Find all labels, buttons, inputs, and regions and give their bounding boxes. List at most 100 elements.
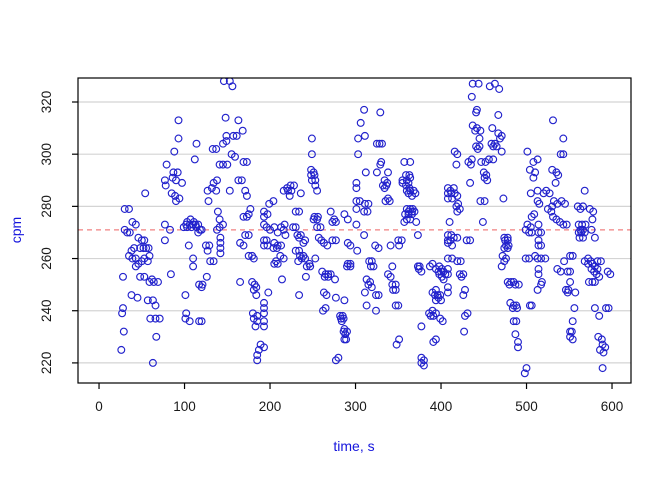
data-point [453, 233, 462, 242]
data-point [360, 231, 369, 240]
data-point [502, 254, 510, 263]
data-point [140, 272, 149, 281]
data-point [118, 309, 127, 318]
data-point [367, 257, 376, 266]
data-point [480, 197, 489, 206]
data-point [260, 309, 268, 318]
data-point [204, 197, 213, 206]
data-point [595, 272, 604, 281]
data-point [413, 231, 422, 240]
data-point [453, 207, 462, 216]
data-point [202, 272, 211, 281]
data-point [216, 233, 225, 242]
data-point [352, 220, 361, 229]
data-point [417, 267, 426, 276]
data-point [363, 207, 372, 216]
data-point [551, 178, 560, 187]
data-point [301, 254, 310, 263]
data-point [317, 236, 326, 245]
data-point [419, 356, 428, 365]
data-point [571, 288, 580, 297]
data-point [346, 259, 355, 268]
data-point [439, 275, 448, 284]
data-point [321, 304, 330, 313]
data-point [549, 116, 557, 125]
data-point [482, 171, 491, 180]
data-point [205, 241, 214, 250]
data-point [209, 257, 218, 266]
data-point [314, 233, 323, 242]
data-point [450, 147, 459, 156]
data-point [474, 79, 483, 88]
data-point [467, 155, 476, 164]
data-point [588, 215, 597, 224]
data-point [561, 199, 569, 208]
data-point [307, 150, 316, 159]
data-point [593, 265, 602, 273]
data-point [410, 207, 419, 216]
data-point [449, 184, 458, 193]
data-point [160, 236, 169, 245]
y-tick-label: 260 [39, 247, 54, 270]
data-point [353, 246, 362, 255]
data-point [578, 220, 587, 229]
data-point [331, 356, 340, 365]
data-point [277, 241, 286, 250]
data-point [173, 168, 182, 177]
data-point [443, 265, 452, 273]
data-point [566, 251, 575, 260]
data-point [192, 139, 201, 148]
data-point [141, 189, 150, 198]
data-point [380, 176, 389, 185]
data-point [497, 147, 506, 156]
data-point [238, 126, 247, 135]
data-point [151, 314, 160, 323]
data-point [431, 335, 440, 344]
data-point [241, 186, 250, 195]
data-point [459, 291, 468, 300]
data-point [127, 246, 136, 255]
data-point [378, 139, 386, 148]
data-point [195, 280, 204, 289]
data-point [429, 311, 438, 320]
data-point [219, 220, 227, 229]
data-point [253, 356, 262, 365]
data-point [307, 171, 316, 180]
data-point [343, 259, 352, 268]
data-point [553, 199, 562, 208]
data-point [208, 145, 217, 153]
data-point [385, 197, 394, 206]
data-point [375, 139, 384, 148]
data-point [391, 301, 400, 310]
data-point [251, 322, 260, 331]
data-point [534, 228, 543, 237]
data-point [443, 238, 452, 247]
data-point [445, 218, 454, 226]
data-point [527, 301, 536, 310]
data-point [589, 207, 598, 216]
data-point [580, 186, 589, 195]
data-point [437, 296, 445, 305]
data-point [503, 233, 512, 242]
data-point [436, 314, 445, 323]
data-point [478, 218, 487, 226]
data-point [149, 278, 158, 286]
data-point [207, 184, 216, 193]
data-point [372, 168, 381, 177]
data-point [590, 278, 599, 286]
data-point [576, 205, 585, 213]
data-point [595, 311, 604, 320]
data-point [570, 304, 579, 313]
data-point [206, 257, 215, 266]
data-point [260, 317, 268, 326]
data-point [394, 301, 403, 310]
x-tick-label: 300 [344, 399, 367, 414]
data-point [388, 262, 397, 271]
data-point [526, 189, 535, 198]
data-point [331, 275, 339, 284]
data-point [602, 304, 610, 313]
data-point [131, 220, 140, 229]
y-tick-label: 220 [39, 352, 54, 375]
data-point [534, 241, 543, 250]
data-point [140, 236, 149, 245]
